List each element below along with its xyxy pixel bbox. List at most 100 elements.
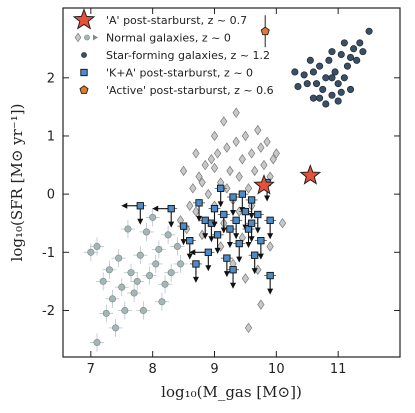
normal-point-48 <box>192 148 200 159</box>
lowmass-point-1 <box>99 277 107 285</box>
starforming-point-31 <box>294 82 302 91</box>
ka-upper-limit-arrow-head <box>248 212 255 219</box>
ka-upper-limit-arrow-head <box>267 233 274 240</box>
starforming-point-19 <box>356 39 364 47</box>
normal-point-8 <box>204 188 212 200</box>
lowmass-point-10 <box>142 228 151 236</box>
ka-point-27 <box>192 260 200 268</box>
lowmass-point-16 <box>167 269 175 277</box>
starforming-point-9 <box>337 50 345 59</box>
normal-point-24 <box>254 124 262 136</box>
a-star-point-1 <box>299 164 322 185</box>
ka-point-18 <box>241 207 250 216</box>
starforming-point-29 <box>328 74 336 82</box>
ka-point-14 <box>229 193 237 201</box>
starforming-point-22 <box>306 56 314 64</box>
y-tick-label: -2 <box>42 304 55 319</box>
ka-point-11 <box>220 210 228 219</box>
plot-frame <box>62 7 401 358</box>
legend-label: Star-forming galaxies, z ~ 1.2 <box>106 49 270 62</box>
lowmass-point-24 <box>158 298 166 306</box>
ka-upper-limit-arrow-head <box>230 210 237 217</box>
ka-upper-limit-arrow-head <box>226 242 233 249</box>
ka-point-1 <box>167 205 175 213</box>
a-star-point-0 <box>253 173 275 195</box>
y-tick-label: 1 <box>47 129 55 144</box>
ka-point-28 <box>229 266 237 274</box>
starforming-point-23 <box>322 100 330 108</box>
x-axis-label: log₁₀(M_gas [M⊙]) <box>161 383 302 401</box>
normal-point-18 <box>235 171 243 182</box>
lowmass-point-0 <box>93 242 101 251</box>
normal-point-20 <box>241 130 250 142</box>
lowmass-point-6 <box>124 225 132 233</box>
normal-point-19 <box>238 154 246 165</box>
normal-point-21 <box>244 183 253 194</box>
normal-point-29 <box>269 154 277 165</box>
ka-upper-limit-arrow-head <box>205 265 212 272</box>
starforming-point-28 <box>359 48 367 56</box>
ka-upper-limit-arrow-head <box>208 236 215 243</box>
x-tick-label: 11 <box>330 362 347 377</box>
normal-point-4 <box>192 206 200 217</box>
ka-upper-limit-arrow-head <box>168 221 175 228</box>
starforming-point-1 <box>312 80 321 88</box>
ka-point-6 <box>204 248 212 256</box>
lowmass-point-12 <box>152 260 160 268</box>
starforming-point-13 <box>350 45 358 53</box>
ka-poststarburst-series <box>121 178 277 295</box>
y-tick-label: 0 <box>47 188 55 203</box>
normal-point-45 <box>220 116 228 127</box>
axes: 7 8 9 10 11 -2 -1 0 1 2 log₁₀(M_gas [M⊙]) log₁₀(SFR… <box>8 7 401 401</box>
lowmass-point-26 <box>87 248 95 256</box>
normal-point-43 <box>257 299 265 310</box>
legend-marker-a-star <box>72 8 96 30</box>
ka-point-29 <box>266 271 274 280</box>
ka-point-3 <box>186 237 194 245</box>
ka-point-5 <box>201 216 209 224</box>
a-poststarburst-series <box>253 164 322 195</box>
starforming-point-3 <box>319 85 327 93</box>
normal-point-17 <box>232 136 240 147</box>
ka-upper-limit-arrow-head <box>223 271 230 278</box>
ka-point-2 <box>179 222 188 230</box>
lowmass-point-23 <box>149 213 157 221</box>
lowmass-point-19 <box>121 306 129 315</box>
ka-point-16 <box>235 239 243 248</box>
lowmass-point-7 <box>127 269 135 277</box>
lowmass-point-4 <box>115 254 123 262</box>
starforming-point-17 <box>334 97 342 105</box>
starforming-point-20 <box>365 27 373 35</box>
ka-point-9 <box>213 231 222 239</box>
lowmass-point-15 <box>164 231 172 239</box>
active-poststarburst-series <box>260 15 270 48</box>
starforming-point-26 <box>309 94 317 102</box>
active-point-0 <box>260 26 270 36</box>
normal-point-7 <box>201 159 209 171</box>
normal-point-27 <box>263 136 271 147</box>
ka-upper-limit-arrow-head <box>251 268 258 275</box>
starforming-point-12 <box>346 85 355 93</box>
ka-upper-limit-arrow-head <box>214 247 221 254</box>
ka-upper-limit-arrow-head <box>230 282 237 289</box>
legend-marker-normal-arrow <box>93 34 98 41</box>
starforming-series <box>291 27 373 108</box>
ka-left-limit-arrow-head <box>152 205 159 212</box>
ka-point-23 <box>257 237 265 245</box>
ka-point-12 <box>223 254 231 262</box>
lowmass-point-18 <box>176 260 185 268</box>
normal-point-40 <box>266 241 274 252</box>
ka-left-limit-arrow-head <box>121 202 128 209</box>
legend-marker-ka <box>80 68 88 77</box>
ka-upper-limit-arrow-head <box>196 215 203 222</box>
normal-point-9 <box>207 154 216 165</box>
normal-point-42 <box>244 322 253 334</box>
ka-point-22 <box>254 210 262 219</box>
x-tick-label: 10 <box>268 362 285 377</box>
normal-point-30 <box>272 148 280 159</box>
y-tick-label: -1 <box>42 246 55 261</box>
starforming-point-21 <box>303 80 311 88</box>
lowmass-point-17 <box>173 242 181 251</box>
ka-point-24 <box>247 219 256 227</box>
starforming-point-11 <box>343 62 351 70</box>
